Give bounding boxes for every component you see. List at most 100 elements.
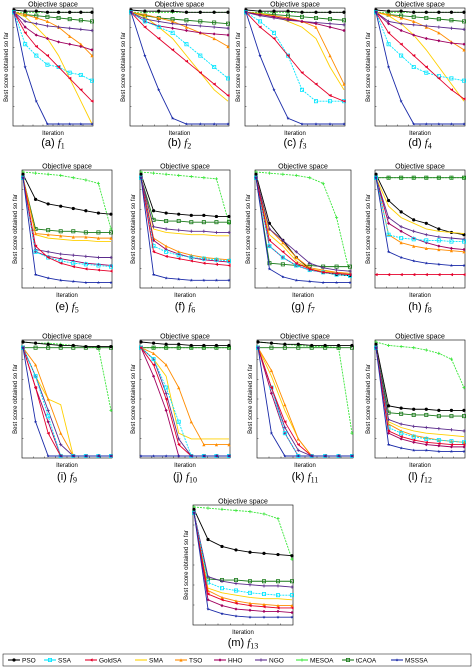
data-point: [227, 214, 231, 219]
series-line: [13, 12, 93, 51]
data-point: [212, 20, 217, 25]
data-point: [184, 18, 189, 23]
panel-h: Objective space Iteration Best score obtai…: [366, 164, 466, 315]
data-point: [248, 510, 252, 514]
data-point: [281, 172, 285, 176]
legend: PSO SSA GoldSA SMA TSO HHO NGO MESOA tCAOA MSSSA: [2, 653, 472, 667]
data-point: [462, 440, 466, 444]
legend-item-tso: TSO: [175, 657, 202, 664]
data-point: [399, 28, 403, 33]
series-line: [193, 512, 293, 601]
data-point: [79, 27, 83, 31]
caption-function: f: [184, 137, 189, 149]
caption-subscript: 3: [302, 142, 306, 151]
series-pso: [21, 172, 113, 216]
panel-title: Objective space: [280, 334, 330, 341]
data-point: [227, 443, 231, 447]
data-point: [189, 454, 193, 458]
data-point: [348, 273, 352, 277]
data-point: [412, 259, 416, 263]
data-point: [143, 9, 147, 13]
data-point: [286, 116, 290, 120]
data-point: [177, 228, 181, 232]
series-line: [140, 177, 230, 266]
series-line: [375, 11, 465, 51]
data-point: [282, 345, 287, 350]
data-point: [289, 579, 294, 584]
caption-letter: (l): [408, 471, 421, 483]
panel-title: Objective space: [160, 164, 210, 171]
data-point: [296, 342, 300, 346]
data-point: [374, 172, 378, 176]
data-point: [34, 53, 39, 58]
data-point: [143, 12, 147, 17]
data-point: [462, 263, 466, 267]
data-point: [68, 122, 72, 126]
series-ngo: [12, 10, 94, 33]
series-line: [22, 177, 112, 266]
series-line: [193, 512, 292, 618]
data-point: [227, 258, 231, 262]
data-point: [328, 25, 332, 29]
data-point: [33, 171, 38, 175]
data-point: [308, 261, 312, 265]
series-line: [140, 177, 229, 281]
data-point: [202, 261, 206, 265]
caption-letter: (k): [292, 471, 308, 483]
legend-item-pso: PSO: [8, 657, 36, 664]
data-point: [96, 454, 101, 458]
data-point: [271, 30, 276, 35]
data-point: [283, 454, 287, 458]
series-sma: [130, 11, 229, 102]
series-line: [375, 11, 465, 45]
data-point: [276, 609, 280, 613]
data-point: [227, 454, 231, 458]
panel-caption: (m) f13: [228, 637, 259, 651]
data-point: [214, 220, 219, 225]
panel-caption: (a) f1: [41, 137, 65, 151]
data-point: [170, 22, 175, 26]
data-point: [226, 93, 230, 98]
data-point: [177, 173, 181, 178]
data-point: [294, 250, 298, 254]
series-line: [140, 171, 230, 224]
data-point: [386, 404, 391, 408]
data-point: [202, 454, 206, 458]
series-goldsa: [129, 10, 230, 98]
data-point: [341, 18, 346, 23]
data-point: [202, 229, 206, 233]
series-pso: [192, 507, 294, 558]
data-point: [143, 25, 147, 29]
series-pso: [139, 172, 231, 219]
series-line: [375, 177, 465, 240]
data-point: [412, 19, 416, 23]
legend-marker: [259, 658, 263, 662]
data-point: [281, 238, 285, 242]
data-point: [437, 449, 441, 453]
series-line: [375, 347, 464, 452]
data-point: [71, 253, 75, 257]
data-point: [399, 210, 403, 214]
data-point: [436, 175, 441, 180]
data-point: [412, 23, 416, 27]
series-line: [245, 11, 345, 26]
y-axis-label: Best score obtained so far: [121, 32, 127, 102]
panel-l: Objective space Iteration Best score obtai…: [366, 334, 466, 485]
data-point: [33, 249, 38, 254]
data-point: [308, 267, 312, 271]
data-point: [58, 229, 63, 234]
data-point: [201, 220, 206, 225]
data-point: [21, 345, 25, 350]
data-point: [267, 267, 272, 271]
x-axis-label: Iteration: [284, 131, 306, 137]
series-ngo: [374, 346, 466, 433]
panel-title: Objective space: [278, 164, 328, 171]
data-point: [84, 454, 88, 458]
data-point: [176, 219, 181, 224]
data-point: [202, 443, 206, 447]
data-point: [272, 88, 276, 92]
data-point: [286, 17, 290, 21]
data-point: [276, 606, 280, 610]
data-point: [374, 345, 378, 350]
data-point: [96, 181, 101, 185]
